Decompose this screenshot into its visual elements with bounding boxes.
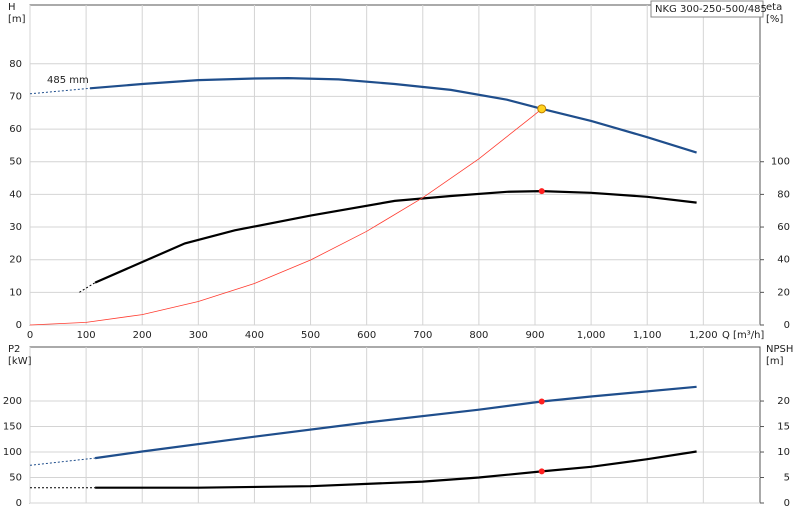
- y-tick-label: 40: [9, 189, 22, 200]
- curve: [89, 76, 697, 154]
- x-tick-label: 200: [133, 330, 152, 341]
- duty-point: [537, 104, 547, 114]
- y-tick-label: 20: [9, 255, 22, 266]
- y2-axis-label: eta: [766, 2, 782, 13]
- y-tick-label: 80: [9, 59, 22, 70]
- y2-tick-label: 60: [777, 222, 790, 233]
- y2-tick-label: 20: [777, 396, 790, 407]
- x-tick-label: 300: [189, 330, 208, 341]
- x-axis-label: Q [m³/h]: [722, 330, 764, 341]
- y2-tick-label: 0: [784, 320, 790, 331]
- y-tick-label: 50: [9, 157, 22, 168]
- y2-tick-label: 40: [777, 255, 790, 266]
- y-axis-label: H: [8, 2, 16, 13]
- y2-tick-label: 5: [784, 473, 790, 484]
- curve: [95, 450, 697, 489]
- y2-tick-label: 0: [784, 498, 790, 509]
- title-box: [650, 0, 764, 18]
- y-axis-label: P2: [8, 344, 20, 355]
- curve: [29, 457, 96, 466]
- y-axis-unit: [kW]: [8, 356, 32, 367]
- y-tick-label: 30: [9, 222, 22, 233]
- y-axis-unit: [m]: [8, 14, 26, 25]
- plot-area: [29, 346, 761, 504]
- y-tick-label: 50: [9, 473, 22, 484]
- duty-point: [538, 468, 545, 475]
- x-tick-label: 700: [413, 330, 432, 341]
- y2-tick-label: 100: [771, 157, 790, 168]
- y-tick-label: 200: [3, 396, 22, 407]
- x-tick-label: 1,100: [633, 330, 662, 341]
- x-tick-label: 1,000: [577, 330, 606, 341]
- y2-tick-label: 10: [777, 447, 790, 458]
- y-tick-label: 70: [9, 91, 22, 102]
- curve: [29, 108, 542, 326]
- y2-tick-label: 80: [777, 189, 790, 200]
- y-tick-label: 0: [16, 498, 22, 509]
- curve: [29, 87, 91, 95]
- y-tick-label: 0: [16, 320, 22, 331]
- y-tick-label: 60: [9, 124, 22, 135]
- curve: [79, 282, 96, 293]
- x-tick-label: 100: [77, 330, 96, 341]
- plot-area: [29, 4, 761, 326]
- annotation: 485 mm: [47, 75, 89, 86]
- y-tick-label: 10: [9, 287, 22, 298]
- x-tick-label: 0: [27, 330, 33, 341]
- x-tick-label: 600: [357, 330, 376, 341]
- duty-point: [538, 188, 545, 195]
- x-tick-label: 500: [301, 330, 320, 341]
- curve: [94, 189, 697, 284]
- x-tick-label: 800: [469, 330, 488, 341]
- curve: [94, 385, 697, 460]
- x-tick-label: 1,200: [689, 330, 718, 341]
- duty-point: [538, 398, 545, 405]
- chart-title: NKG 300-250-500/485: [655, 4, 767, 15]
- y-tick-label: 150: [3, 422, 22, 433]
- y2-axis-label: NPSH: [766, 344, 793, 355]
- y2-axis-unit: [m]: [766, 356, 784, 367]
- y2-tick-label: 15: [777, 422, 790, 433]
- y-tick-label: 100: [3, 447, 22, 458]
- x-tick-label: 400: [245, 330, 264, 341]
- y2-axis-unit: [%]: [766, 14, 783, 25]
- y2-tick-label: 20: [777, 287, 790, 298]
- x-tick-label: 900: [525, 330, 544, 341]
